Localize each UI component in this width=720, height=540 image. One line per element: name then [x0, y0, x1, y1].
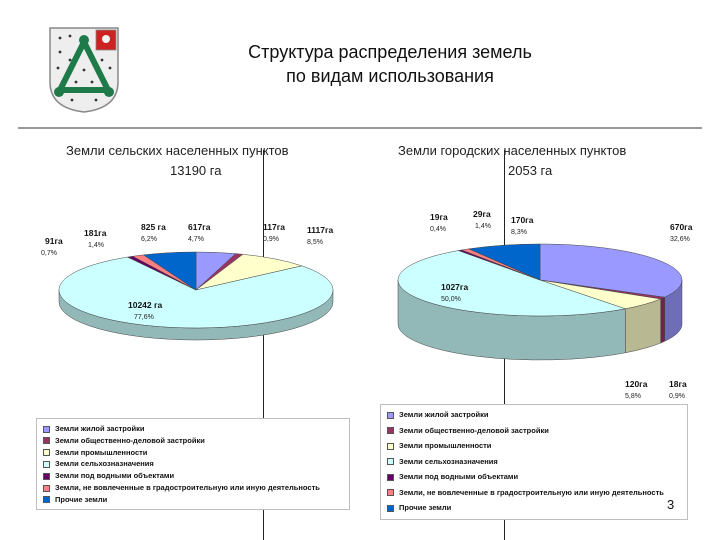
pie-slice-side-2 — [660, 296, 665, 344]
legend-swatch-3 — [387, 442, 394, 450]
pie-percent-label-6: 0,4% — [430, 226, 446, 233]
legend-label-3: Земли промышленности — [399, 441, 492, 450]
pie-value-label-4: 1027га — [441, 282, 468, 292]
pie-percent-label-2: 0,9% — [263, 236, 279, 243]
legend-swatch-7 — [43, 496, 50, 504]
chart-2-legend: Земли жилой застройки Земли общественно-д… — [380, 404, 688, 520]
pie-percent-label-1: 4,7% — [188, 236, 204, 243]
legend-swatch-1 — [387, 411, 394, 419]
title-line-1: Структура распределения земель — [248, 42, 532, 62]
legend-item-4: Земли сельхозназначения — [43, 458, 154, 470]
pie-percent-label-7: 8,3% — [511, 229, 527, 236]
legend-swatch-3 — [43, 449, 50, 457]
legend-label-1: Земли жилой застройки — [399, 410, 489, 419]
pie-percent-label-1: 32,6% — [670, 236, 690, 243]
pie-value-label-1: 670га — [670, 222, 693, 232]
legend-label-3: Земли промышленности — [55, 447, 148, 457]
legend-swatch-1 — [43, 425, 50, 433]
pie-value-label-7: 825 га — [141, 222, 166, 232]
pie-percent-label-7: 6,2% — [141, 236, 157, 243]
chart-1-total: 13190 га — [170, 163, 222, 178]
pie-value-label-3: 120га — [625, 379, 648, 389]
chart-1-title: Земли сельских населенных пунктов — [66, 143, 289, 158]
legend-label-1: Земли жилой застройки — [55, 424, 145, 433]
pie-value-label-7: 170га — [511, 215, 534, 225]
chart-2-pie: 670га 32,6% 18га 0,9% 120га 5,8% 1027га 50,0% 19… — [397, 209, 693, 400]
pie-extra-value-label: 29га — [473, 209, 491, 219]
pie-value-label-2: 18га — [669, 379, 687, 389]
pie-percent-label-5: 0,7% — [41, 250, 57, 257]
pie-percent-label-2: 0,9% — [669, 393, 685, 400]
pie-value-label-2: 117га — [263, 222, 285, 232]
legend-swatch-6 — [43, 484, 50, 492]
pie-percent-label-3: 8,5% — [307, 239, 323, 246]
header-divider — [18, 127, 702, 129]
legend-item-7: Прочие земли — [43, 494, 107, 506]
legend-swatch-4 — [387, 458, 394, 466]
legend-label-2: Земли общественно-деловой застройки — [55, 435, 205, 445]
legend-label-2: Земли общественно-деловой застройки — [399, 425, 549, 435]
pie-value-label-4: 10242 га — [128, 300, 163, 310]
legend-item-6: Земли, не вовлеченные в градостроительну… — [43, 482, 320, 494]
legend-item-3: Земли промышленности — [387, 440, 491, 452]
legend-swatch-5 — [387, 473, 394, 481]
legend-swatch-6 — [387, 489, 394, 497]
legend-label-5: Земли под водными объектами — [399, 472, 519, 481]
legend-swatch-5 — [43, 472, 50, 480]
chart-2-total: 2053 га — [508, 163, 553, 178]
pie-percent-label-4: 50,0% — [441, 296, 461, 303]
pie-value-label-1: 617га — [188, 222, 211, 232]
legend-item-6: Земли, не вовлеченные в градостроительну… — [387, 487, 664, 499]
chart-1-divider — [263, 150, 264, 540]
pie-extra-percent-label: 1,4% — [475, 223, 491, 230]
page-title: Структура распределения земель по видам … — [180, 40, 600, 88]
pie-slice-7 — [467, 243, 541, 281]
legend-swatch-7 — [387, 504, 394, 512]
pie-slice-1 — [539, 243, 683, 298]
pie-percent-label-6: 1,4% — [88, 242, 104, 249]
legend-item-1: Земли жилой застройки — [43, 423, 144, 435]
legend-label-7: Прочие земли — [55, 494, 108, 504]
legend-item-4: Земли сельхозназначения — [387, 456, 498, 468]
chart-2-title: Земли городских населенных пунктов — [398, 143, 627, 158]
legend-item-1: Земли жилой застройки — [387, 409, 488, 421]
legend-item-7: Прочие земли — [387, 502, 451, 514]
legend-label-7: Прочие земли — [399, 503, 452, 512]
legend-item-3: Земли промышленности — [43, 447, 147, 459]
pie-percent-label-4: 77,6% — [134, 314, 154, 321]
pie-slice-7 — [142, 251, 197, 291]
legend-label-6: Земли, не вовлеченные в градостроительну… — [399, 487, 664, 497]
legend-item-2: Земли общественно-деловой застройки — [387, 425, 549, 437]
pie-slice-4 — [397, 250, 627, 317]
legend-swatch-4 — [43, 460, 50, 468]
pie-slice-4 — [58, 256, 334, 329]
chart-1-pie: 617га 4,7% 117га 0,9% 1117га 8,5% 10242 га 77,6… — [41, 222, 334, 341]
legend-item-5: Земли под водными объектами — [43, 470, 174, 482]
legend-label-5: Земли под водными объектами — [55, 471, 175, 481]
pie-value-label-3: 1117га — [307, 225, 334, 235]
legend-label-4: Земли сельхозназначения — [399, 456, 498, 466]
legend-item-2: Земли общественно-деловой застройки — [43, 435, 205, 447]
legend-swatch-2 — [387, 427, 394, 435]
page-number: 3 — [667, 497, 675, 512]
coat-of-arms-logo — [49, 27, 119, 113]
legend-label-6: Земли, не вовлеченные в градостроительну… — [55, 483, 320, 492]
legend-label-4: Земли сельхозназначения — [55, 459, 154, 469]
legend-item-5: Земли под водными объектами — [387, 471, 518, 483]
pie-value-label-6: 19га — [430, 212, 448, 222]
chart-1-legend: Земли жилой застройки Земли общественно-д… — [36, 418, 350, 510]
legend-swatch-2 — [43, 437, 50, 445]
pie-value-label-5: 91га — [45, 236, 63, 246]
title-line-2: по видам использования — [286, 66, 494, 86]
pie-percent-label-3: 5,8% — [625, 393, 641, 400]
pie-value-label-6: 181га — [84, 228, 107, 238]
